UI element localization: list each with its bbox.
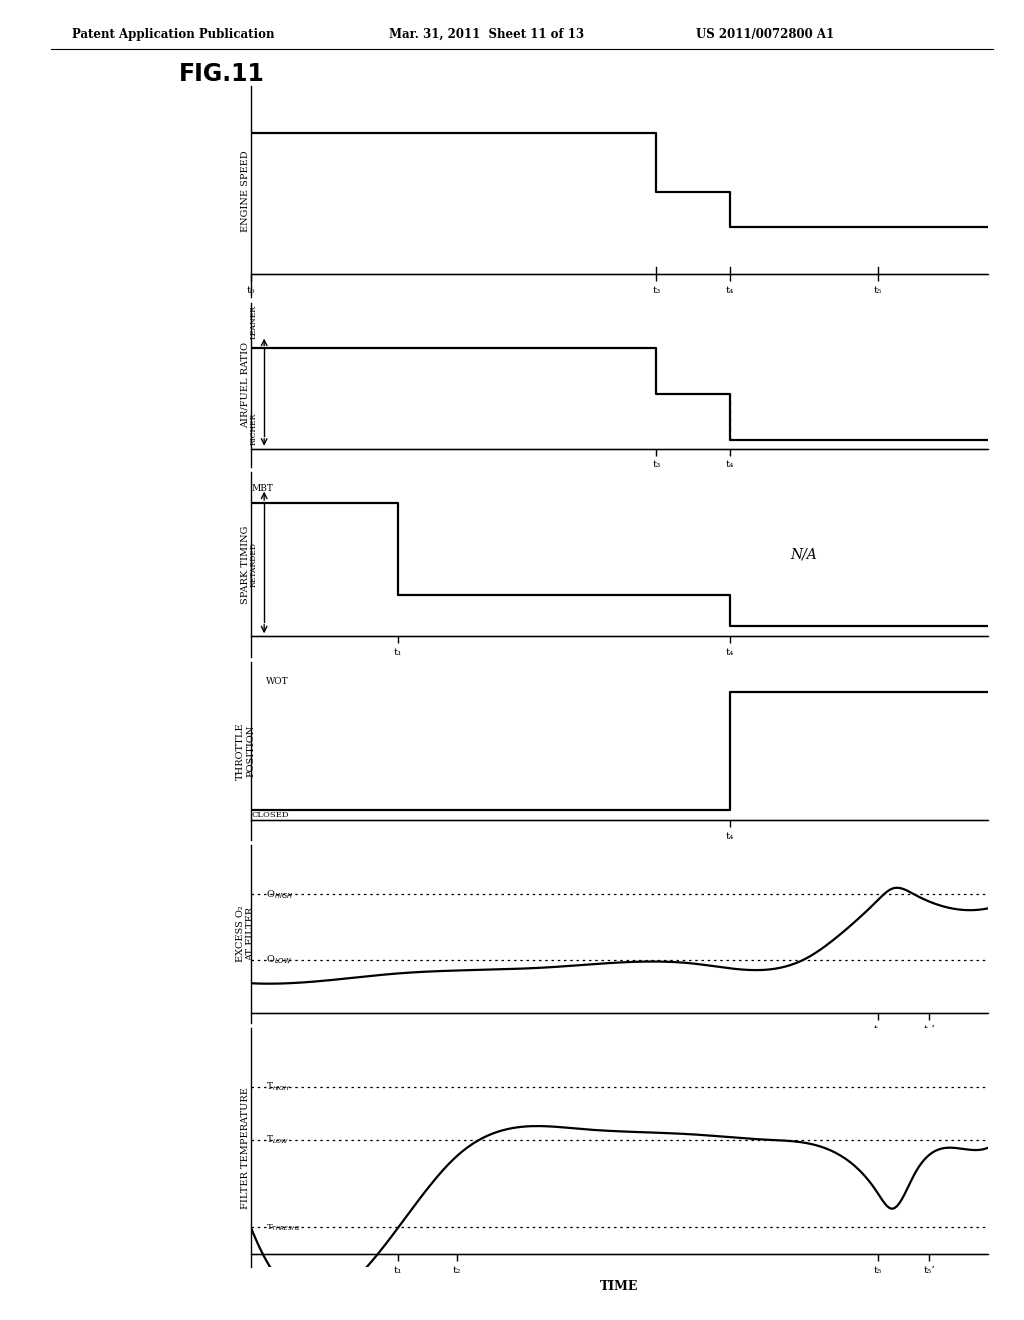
Text: T$_{HIGH}$: T$_{HIGH}$ [266,1080,291,1093]
Text: O$_{HIGH}$: O$_{HIGH}$ [266,888,294,900]
Y-axis label: FILTER TEMPERATURE: FILTER TEMPERATURE [241,1086,250,1209]
Text: CLOSED: CLOSED [251,810,289,818]
Text: N/A: N/A [791,548,817,561]
Text: WOT: WOT [265,677,288,686]
Y-axis label: SPARK TIMING: SPARK TIMING [241,525,250,603]
Text: T$_{LOW}$: T$_{LOW}$ [266,1134,290,1146]
Text: Patent Application Publication: Patent Application Publication [72,28,274,41]
Text: O$_{LOW}$: O$_{LOW}$ [266,953,293,966]
Text: RETARDED: RETARDED [249,543,257,587]
X-axis label: TIME: TIME [600,1280,639,1294]
Text: FIG.11: FIG.11 [179,62,265,86]
Y-axis label: EXCESS O₂
AT FILTER: EXCESS O₂ AT FILTER [236,906,255,962]
Y-axis label: AIR/FUEL RATIO: AIR/FUEL RATIO [241,342,250,428]
Y-axis label: THROTTLE
POSITION: THROTTLE POSITION [236,722,255,780]
Text: US 2011/0072800 A1: US 2011/0072800 A1 [696,28,835,41]
Text: RICHER: RICHER [249,413,257,445]
Text: LEANER: LEANER [249,305,257,339]
Text: MBT: MBT [251,484,273,492]
Text: T$_{THRESH2}$: T$_{THRESH2}$ [266,1222,301,1233]
Text: Mar. 31, 2011  Sheet 11 of 13: Mar. 31, 2011 Sheet 11 of 13 [389,28,585,41]
Y-axis label: ENGINE SPEED: ENGINE SPEED [241,150,250,232]
